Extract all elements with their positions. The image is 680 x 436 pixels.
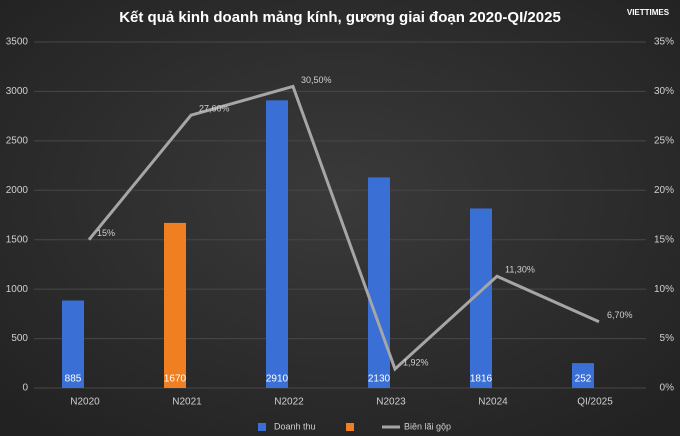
x-tick-label: N2020: [70, 397, 100, 408]
line: [87, 84, 600, 372]
line-value-label: 27,60%: [199, 104, 230, 114]
x-tick-label: N2024: [478, 397, 508, 408]
bar-value-label: 885: [65, 374, 82, 385]
x-tick-label: N2023: [376, 397, 406, 408]
line-value-label: 11,30%: [505, 265, 535, 275]
y-tick-label: 0: [22, 383, 28, 394]
bar-value-label: 2130: [368, 374, 391, 385]
bar: [266, 100, 288, 388]
legend-label: Doanh thu: [274, 421, 316, 431]
line-value-label: 15%: [97, 228, 115, 238]
y2-tick-label: 0%: [660, 383, 675, 394]
bar: [470, 208, 492, 388]
bar: [62, 300, 84, 388]
line-value-label: 1,92%: [403, 357, 429, 367]
y-tick-label: 3500: [6, 37, 29, 48]
bar-value-label: 1816: [470, 374, 493, 385]
line-value-label: 6,70%: [607, 310, 633, 320]
y2-tick-label: 5%: [660, 333, 675, 344]
bar: [572, 363, 594, 388]
y2-tick-label: 20%: [654, 185, 674, 196]
line-value-label: 30,50%: [301, 75, 332, 85]
y2-tick-label: 30%: [654, 86, 674, 97]
legend-swatch: [258, 423, 266, 431]
bar: [368, 177, 390, 388]
y-tick-label: 500: [11, 333, 28, 344]
y2-tick-label: 15%: [654, 234, 674, 245]
y-tick-label: 2000: [6, 185, 29, 196]
x-tick-label: QI/2025: [577, 397, 613, 408]
legend-swatch-extra: [346, 423, 354, 431]
y-tick-label: 1500: [6, 234, 29, 245]
bar-value-label: 1670: [164, 374, 187, 385]
bar-value-label: 2910: [266, 374, 289, 385]
legend-label: Biên lãi gộp: [404, 421, 451, 431]
bar-value-label: 252: [575, 374, 592, 385]
chart-title: Kết quả kinh doanh mảng kính, gương giai…: [119, 9, 561, 26]
y2-tick-label: 25%: [654, 135, 674, 146]
y2-tick-label: 35%: [654, 37, 674, 48]
x-tick-label: N2021: [172, 397, 202, 408]
y-tick-label: 3000: [6, 86, 29, 97]
watermark: VIETTIMES: [627, 8, 670, 17]
x-tick-label: N2022: [274, 397, 304, 408]
y-tick-label: 1000: [6, 284, 29, 295]
bar: [164, 222, 186, 388]
y-tick-label: 2500: [6, 135, 29, 146]
y2-tick-label: 10%: [654, 284, 674, 295]
